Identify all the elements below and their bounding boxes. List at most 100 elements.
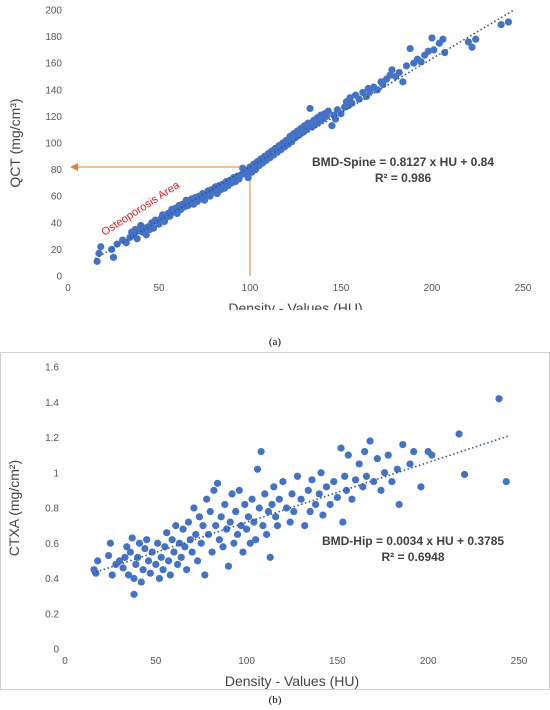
y-tick-label: 180	[45, 32, 62, 43]
data-point	[331, 115, 340, 123]
data-point	[333, 493, 341, 502]
y-tick-label: 0.6	[45, 539, 59, 550]
y-tick-label: 0.8	[45, 504, 59, 515]
data-point	[495, 395, 503, 403]
data-point	[293, 472, 302, 480]
x-tick-label: 200	[420, 656, 437, 667]
data-point	[381, 469, 389, 477]
caption-a: (a)	[268, 336, 282, 348]
data-point	[192, 530, 200, 539]
data-point	[361, 448, 369, 456]
data-point	[164, 557, 173, 565]
data-point	[154, 539, 162, 547]
data-point	[428, 451, 436, 459]
data-point	[268, 500, 276, 509]
data-point	[215, 536, 223, 544]
data-point	[248, 495, 256, 503]
data-point	[124, 571, 133, 579]
data-point	[328, 122, 336, 130]
data-point	[157, 553, 165, 561]
data-point	[399, 440, 407, 449]
y-axis-title: QCT (mg/cm³)	[7, 98, 23, 187]
y-tick-label: 120	[45, 112, 62, 123]
data-point	[161, 543, 169, 551]
data-point	[402, 62, 411, 70]
y-axis-title: CTXA (mg/cm²)	[6, 460, 22, 556]
data-point	[348, 495, 356, 503]
data-point	[306, 104, 314, 113]
data-point	[246, 539, 254, 547]
data-point	[326, 500, 334, 509]
data-point	[252, 536, 260, 544]
y-tick-label: 0.2	[45, 609, 59, 620]
y-tick-label: 0	[53, 645, 59, 656]
data-point	[261, 490, 269, 498]
data-point	[126, 548, 134, 556]
data-point	[388, 477, 396, 486]
y-tick-label: 40	[51, 218, 63, 229]
data-point	[208, 548, 216, 556]
data-point	[315, 490, 323, 498]
data-point	[351, 476, 360, 484]
x-tick-label: 100	[242, 283, 259, 294]
data-point	[155, 574, 164, 583]
data-point	[279, 477, 287, 486]
y-tick-label: 1.4	[45, 398, 59, 409]
data-point	[237, 522, 245, 530]
data-point	[139, 566, 147, 574]
data-point	[142, 231, 150, 239]
regression-equation: BMD-Spine = 0.8127 x HU + 0.84	[312, 155, 494, 169]
data-point	[306, 507, 314, 516]
data-point	[152, 560, 160, 568]
data-point	[406, 460, 414, 468]
data-point	[355, 460, 363, 468]
data-point	[135, 539, 144, 547]
y-tick-label: 200	[45, 6, 62, 17]
data-point	[337, 110, 345, 118]
regression-equation: BMD-Hip = 0.0034 x HU + 0.3785	[322, 534, 504, 548]
data-point	[184, 518, 193, 526]
x-tick-label: 50	[150, 656, 162, 667]
data-point	[282, 504, 291, 512]
y-tick-label: 0.4	[45, 574, 59, 585]
data-point	[228, 490, 236, 498]
data-point	[244, 513, 253, 521]
data-point	[395, 500, 403, 509]
data-point	[312, 500, 320, 509]
data-point	[366, 437, 374, 445]
data-point	[270, 483, 278, 491]
data-point	[272, 513, 280, 521]
data-point	[388, 66, 396, 74]
data-point	[181, 543, 189, 551]
x-tick-label: 0	[62, 656, 68, 667]
data-point	[373, 455, 381, 463]
data-point	[197, 539, 205, 547]
data-point	[410, 448, 418, 456]
chart-a-svg: 0 20 40 60 80 100 120 140 160 180 200 0 50 100 150 200 2…	[7, 6, 532, 311]
data-point	[275, 495, 283, 503]
data-point	[119, 564, 127, 572]
data-point	[342, 486, 351, 494]
x-tick-label: 0	[65, 283, 71, 294]
data-point	[97, 243, 105, 251]
data-point	[115, 557, 124, 565]
data-point	[166, 571, 174, 579]
data-point	[339, 518, 347, 526]
data-point	[219, 543, 227, 551]
data-point	[193, 557, 202, 565]
data-point	[113, 240, 121, 248]
data-point	[137, 578, 145, 586]
x-axis-title: Density - Values (HU)	[228, 300, 362, 310]
trendline	[94, 9, 515, 260]
x-tick-label: 100	[238, 656, 255, 667]
data-point	[464, 38, 472, 46]
data-point	[172, 522, 180, 530]
data-point	[395, 68, 403, 77]
data-point	[235, 486, 243, 494]
data-point	[121, 553, 129, 561]
data-point	[377, 486, 385, 494]
data-point	[355, 95, 363, 103]
data-point	[288, 490, 296, 498]
data-point	[143, 536, 151, 544]
data-point	[239, 548, 247, 556]
